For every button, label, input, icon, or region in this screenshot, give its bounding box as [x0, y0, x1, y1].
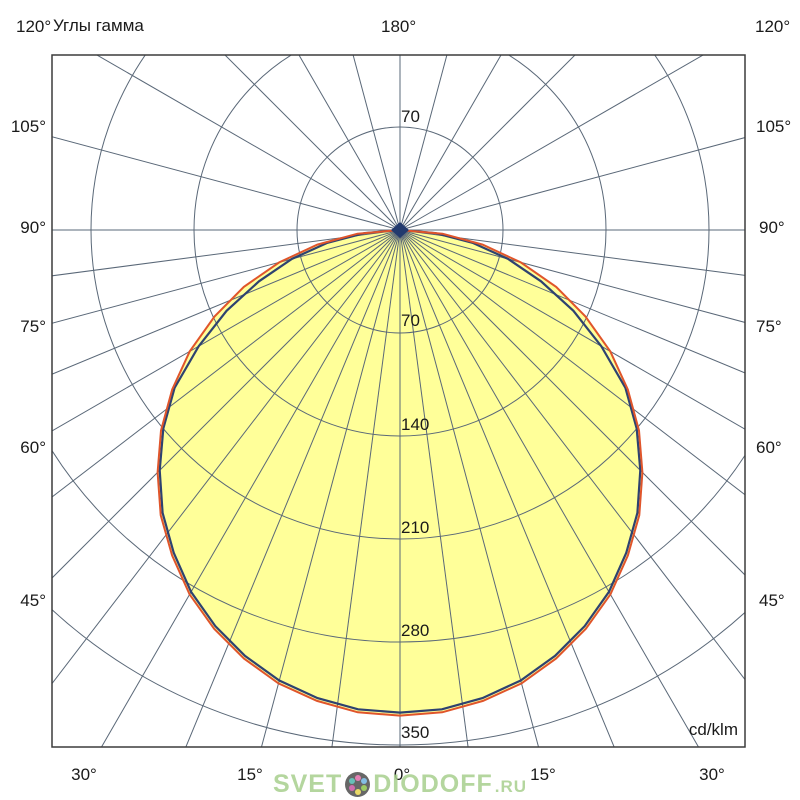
gamma-label-bottom-30l: 30°	[71, 765, 97, 784]
watermark-logo-dot	[348, 785, 355, 791]
gamma-label-right-105: 105°	[756, 117, 792, 136]
watermark: SVET DIODOFF .RU	[0, 770, 800, 799]
watermark-suffix: .RU	[494, 777, 528, 796]
gamma-label-left-60: 60°	[20, 438, 46, 457]
chart-title: Углы гамма	[53, 16, 144, 35]
ring-label-210: 210	[401, 518, 430, 537]
top-angle-label: 180°	[381, 17, 417, 36]
intensity-curve-c0	[156, 228, 644, 717]
gamma-label-bottom-30r: 30°	[699, 765, 725, 784]
gamma-label-right-90: 90°	[759, 218, 785, 237]
ring-label-70-bottom: 70	[401, 311, 420, 330]
intensity-curve-c90	[158, 228, 642, 714]
ring-label-140: 140	[401, 415, 430, 434]
gamma-label-left-75: 75°	[20, 317, 46, 336]
watermark-logo-dot	[360, 778, 367, 784]
watermark-logo-icon	[345, 772, 371, 797]
watermark-logo-dot	[354, 774, 361, 781]
gamma-label-left-90: 90°	[20, 218, 46, 237]
ring-label-280: 280	[401, 621, 430, 640]
ring-label-70-top: 70	[401, 107, 420, 126]
watermark-text-after: DIODOFF	[373, 770, 493, 798]
gamma-label-right-75: 75°	[756, 317, 782, 336]
watermark-text-before: SVET	[272, 770, 343, 798]
gamma-label-right-45: 45°	[759, 591, 785, 610]
watermark-logo-dot	[360, 785, 367, 791]
center-marker	[391, 222, 409, 238]
gamma-label-bottom-0: 0°	[393, 765, 411, 784]
plot-border	[51, 54, 746, 748]
gamma-label-left-45: 45°	[20, 591, 46, 610]
ring-label-350: 350	[401, 723, 430, 742]
watermark-logo-dot	[348, 778, 355, 784]
gamma-label-bottom-15l: 15°	[237, 765, 263, 784]
corner-angle-right: 120°	[755, 17, 791, 36]
corner-angle-left: 120°	[16, 17, 52, 36]
units-label: cd/klm	[688, 720, 738, 739]
watermark-logo-dot	[354, 788, 361, 795]
gamma-label-right-60: 60°	[756, 438, 782, 457]
gamma-label-left-105: 105°	[10, 117, 46, 136]
gamma-label-bottom-15r: 15°	[530, 765, 556, 784]
